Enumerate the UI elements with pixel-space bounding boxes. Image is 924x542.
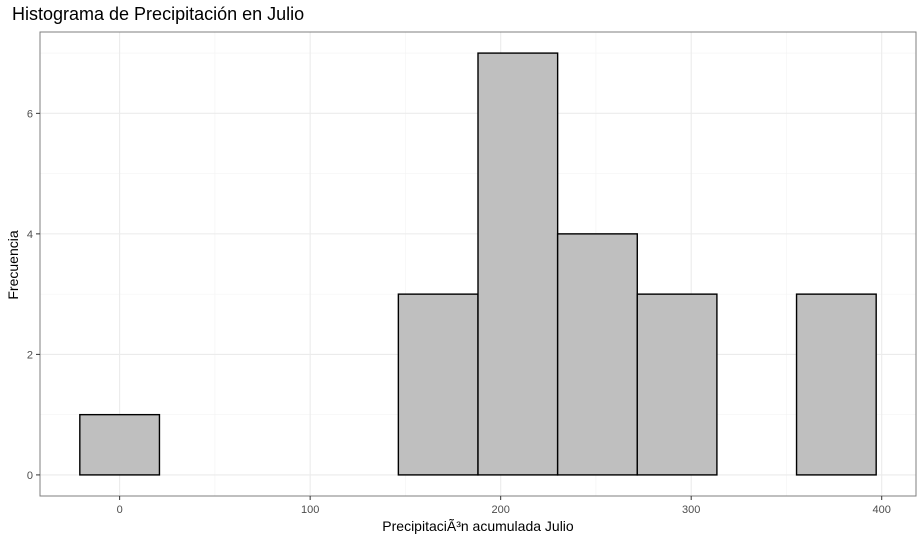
y-tick-label: 6 [27,108,33,120]
x-tick-label: 100 [301,504,319,516]
histogram-bar [79,413,161,476]
x-axis-label: PrecipitaciÃ³n acumulada Julio [382,518,574,534]
y-axis-ticks: 0 2 4 6 [27,108,40,482]
histogram-bar [556,233,638,476]
y-tick-label: 4 [27,229,33,241]
y-tick-label: 2 [27,349,33,361]
histogram-bar [397,293,479,476]
x-tick-label: 200 [491,504,509,516]
histogram-bars [79,52,877,476]
x-tick-label: 300 [682,504,700,516]
histogram-bar [795,293,877,476]
chart-title: Histograma de Precipitación en Julio [12,4,304,24]
histogram-bar [477,52,559,476]
plot-panel-border [39,31,917,497]
histogram-bar [636,293,718,476]
x-tick-label: 400 [873,504,891,516]
x-axis-ticks: 0 100 200 300 400 [117,496,891,516]
y-tick-label: 0 [27,470,33,482]
x-tick-label: 0 [117,504,123,516]
y-axis-label: Frecuencia [5,230,21,299]
